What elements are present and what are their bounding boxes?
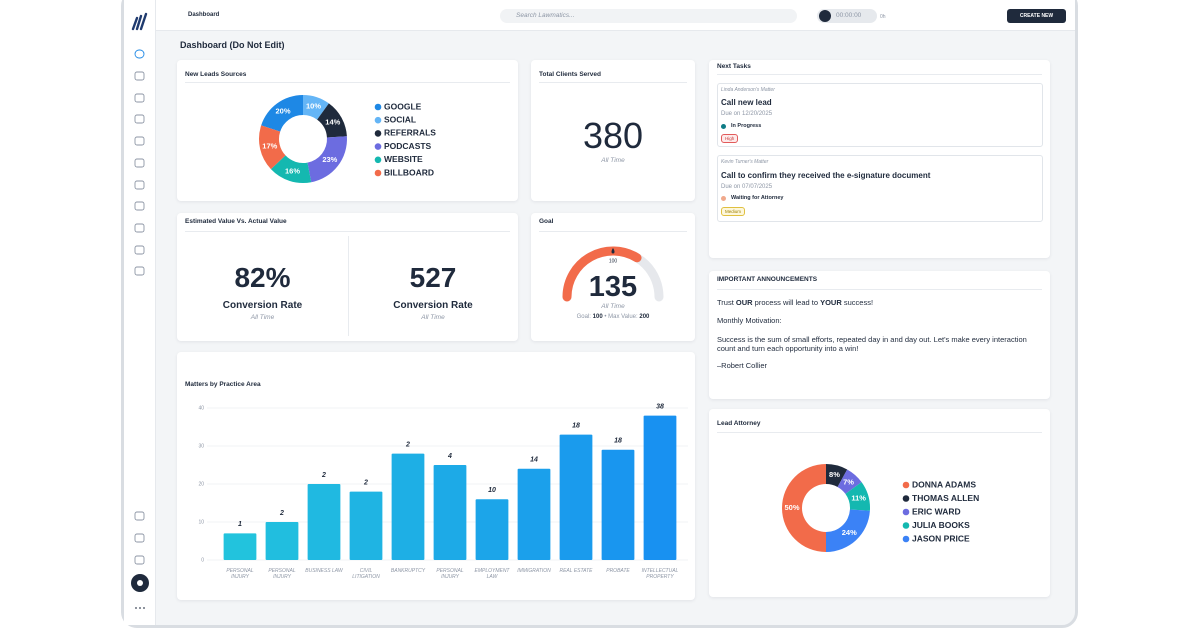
announcement-author: –Robert Collier (717, 361, 768, 370)
divider (717, 74, 1042, 75)
card-title: New Leads Sources (185, 71, 247, 78)
create-new-button[interactable]: CREATE NEW (1007, 9, 1066, 23)
metric-value: 82% (234, 262, 291, 293)
goal-summary: Goal: 100 • Max Value: 200 (576, 314, 650, 320)
task[interactable] (717, 155, 1043, 222)
announcement-quote: Success is the sum of small efforts, rep… (717, 335, 1027, 353)
priority-tag: Medium (721, 207, 746, 216)
task-matter: Kevin Turner's Matter (721, 159, 769, 165)
timer-value: 00:00:00 (836, 12, 862, 19)
emphasis: OUR (735, 298, 753, 307)
period: All Time (250, 314, 275, 321)
x-tick-label: PROBATE (606, 568, 630, 574)
lead-attorney-card (709, 409, 1050, 597)
announcement-heading: Monthly Motivation: (717, 316, 782, 325)
divider (717, 289, 1042, 290)
lead-sources-card (177, 60, 518, 201)
max-label: Max Value: (608, 314, 638, 320)
matters-card (177, 352, 695, 600)
period: All Time (421, 314, 445, 321)
divider (185, 231, 510, 232)
status-dot (721, 196, 726, 201)
sidebar (124, 0, 156, 625)
task-status: Waiting for Attorney (731, 195, 784, 201)
priority-tag: High (721, 134, 739, 143)
text: Trust (717, 298, 736, 307)
estimated-card (177, 213, 518, 341)
x-tick-label: INTELLECTUAL PROPERTY (641, 568, 679, 580)
search-box[interactable] (500, 9, 797, 23)
divider (539, 82, 687, 83)
card-title: Estimated Value Vs. Actual Value (185, 218, 287, 225)
max-value: 200 (639, 314, 650, 320)
task-matter: Linda Anderson's Matter (721, 87, 775, 93)
timer[interactable] (817, 9, 877, 23)
divider (539, 231, 687, 232)
metric-label: Conversion Rate (393, 300, 473, 311)
divider (717, 432, 1042, 433)
card-title: Total Clients Served (539, 71, 602, 78)
metric-label: Conversion Rate (222, 300, 303, 311)
status-dot (721, 124, 726, 129)
divider (348, 236, 349, 336)
x-tick-label: BANKRUPTCY (390, 568, 426, 574)
total-clients-value: 380 (582, 115, 644, 156)
task[interactable] (717, 83, 1043, 147)
breadcrumb[interactable]: Dashboard (188, 12, 220, 18)
goal-value: 135 (588, 271, 638, 303)
x-tick-label: BUSINESS LAW (305, 568, 343, 574)
task-status: In Progress (731, 123, 762, 129)
period: All Time (601, 157, 625, 164)
x-tick-label: REAL ESTATE (559, 568, 593, 574)
x-tick-label: PERSONAL INJURY (436, 568, 464, 580)
x-tick-label: CIVIL LITIGATION (352, 568, 380, 580)
x-tick-label: EMPLOYMENT LAW (474, 568, 510, 580)
divider (185, 82, 510, 83)
goal-target: 100 (592, 314, 603, 320)
card-title: Next Tasks (717, 63, 751, 70)
task-title: Call new lead (721, 98, 772, 107)
announcement-intro: Trust OUR process will lead to YOUR succ… (717, 298, 873, 307)
task-due: Due on 07/07/2025 (721, 184, 773, 190)
task-title: Call to confirm they received the e-sign… (721, 171, 931, 180)
announcements-card (709, 271, 1050, 399)
x-tick-label: PERSONAL INJURY (226, 568, 254, 580)
text: success! (841, 298, 874, 307)
timer-button[interactable] (819, 10, 831, 22)
x-tick-label: PERSONAL INJURY (268, 568, 296, 580)
total-clients-card (531, 60, 695, 201)
emphasis: YOUR (820, 298, 842, 307)
card-title: Goal (539, 218, 554, 225)
card-title: Lead Attorney (717, 420, 761, 427)
goal-label: Goal: (576, 314, 591, 320)
hours: 0h (880, 14, 886, 20)
card-title: IMPORTANT ANNOUNCEMENTS (717, 276, 818, 283)
period: All Time (601, 303, 625, 310)
search-placeholder: Search Lawmatics... (516, 12, 575, 19)
x-tick-label: IMMIGRATION (517, 568, 551, 574)
metric-value: 527 (409, 262, 457, 293)
task-due: Due on 12/20/2025 (721, 111, 773, 117)
page-title: Dashboard (Do Not Edit) (180, 40, 285, 50)
card-title: Matters by Practice Area (185, 381, 261, 388)
text: process will lead to (752, 298, 821, 307)
